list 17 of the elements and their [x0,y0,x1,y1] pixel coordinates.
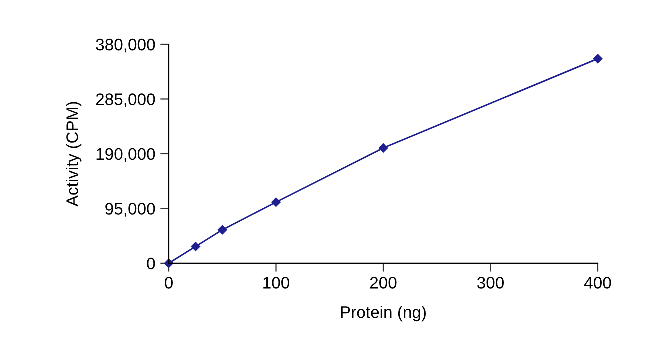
y-tick-label: 0 [147,258,156,270]
x-axis-title: Protein (ng) [341,306,426,322]
point [272,198,281,207]
y-tick-label: 190,000 [96,148,156,162]
point [593,54,603,64]
point [218,225,228,235]
y-tick-label: 285,000 [96,94,156,108]
point [191,242,200,252]
x-tick-label: 300 [477,277,504,289]
y-tick-label: 95,000 [106,203,156,217]
x-tick-label: 100 [264,277,290,289]
y-tick-label: 380,000 [96,38,156,53]
x-tick-label: 200 [370,277,397,289]
point [378,144,388,153]
x-tick-label: 0 [165,277,173,289]
x-tick-label: 400 [584,277,612,289]
y-axis-title: Activity (CPM) [66,102,82,207]
